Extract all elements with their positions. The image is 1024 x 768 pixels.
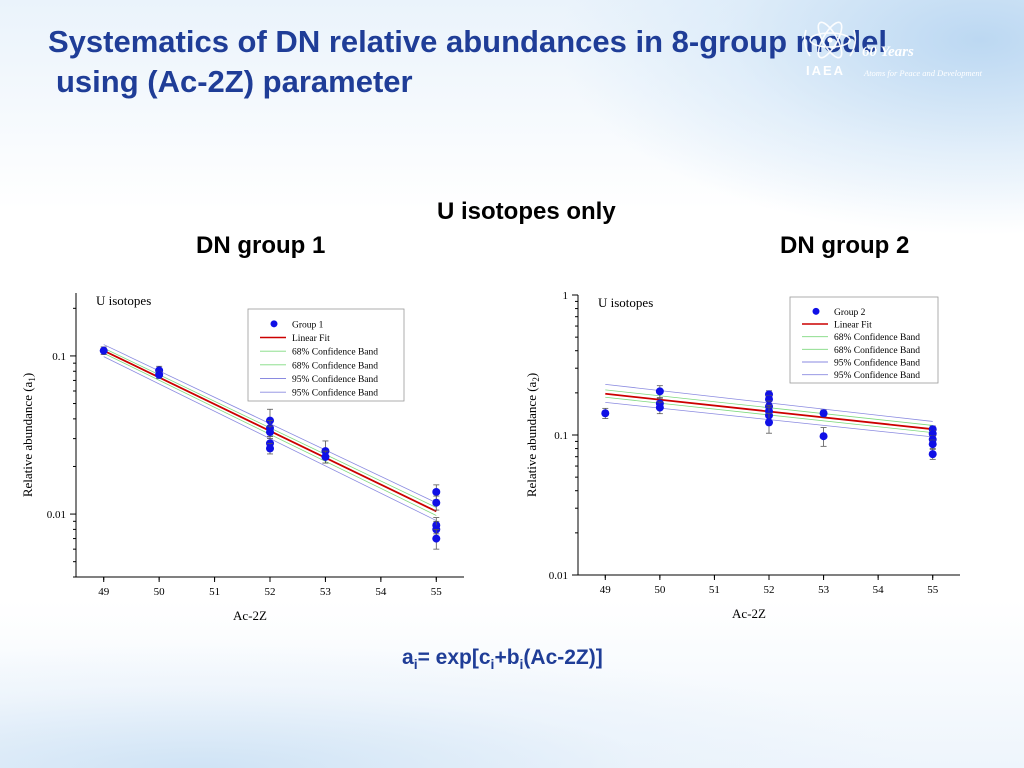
x-tick-label: 50 — [154, 586, 166, 598]
y-axis-label: Relative abundance (a1) — [20, 373, 37, 497]
chart-legend: Group 1 Linear Fit 68% Confidence Band 68% … — [247, 308, 405, 402]
formula-tail: (Ac-2Z)] — [523, 646, 603, 669]
x-tick-label: 53 — [818, 584, 830, 596]
x-axis-label: Ac-2Z — [233, 608, 267, 623]
legend-label: 95% Confidence Band — [292, 374, 378, 385]
data-point — [266, 428, 274, 437]
legend-marker — [270, 320, 278, 328]
y-tick-label: 0.01 — [47, 509, 66, 521]
x-tick-label: 55 — [927, 584, 939, 596]
y-axis-label: Relative abundance (a2) — [524, 373, 541, 497]
data-point — [819, 409, 828, 418]
x-tick-label: 50 — [654, 584, 666, 596]
heading-dn-group-2: DN group 2 — [780, 232, 910, 259]
legend-label: 68% Confidence Band — [292, 347, 378, 358]
legend-label: Linear Fit — [834, 321, 872, 331]
y-tick-label: 0.1 — [554, 430, 568, 442]
title-line-2: using (Ac-2Z) parameter — [56, 64, 413, 99]
formula: ai= exp[ci+bi(Ac-2Z)] — [402, 646, 603, 672]
formula-plus: +b — [494, 646, 520, 669]
logo-tagline: Atoms for Peace and Development — [864, 68, 983, 78]
formula-sub-2: i — [490, 656, 495, 673]
x-tick-label: 49 — [600, 584, 612, 596]
title-line-1: Systematics of DN relative abundances in… — [48, 24, 887, 59]
logo-org: IAEA — [806, 63, 846, 78]
data-point — [601, 409, 610, 418]
y-tick-label: 1 — [563, 290, 569, 302]
heading-u-isotopes: U isotopes only — [437, 198, 616, 225]
x-tick-label: 51 — [709, 584, 720, 596]
data-point — [819, 432, 828, 441]
data-point — [99, 346, 108, 355]
legend-label: Group 1 — [292, 320, 324, 330]
legend-label: 95% Confidence Band — [834, 358, 920, 369]
x-tick-label: 52 — [265, 586, 276, 598]
chart-annotation: U isotopes — [96, 293, 151, 308]
legend-label: Group 2 — [834, 308, 866, 318]
chart-group-1: 0.1 0.01 49 50 51 52 53 54 55 Ac-2Z Relative abund… — [20, 293, 464, 623]
data-point — [155, 370, 164, 379]
legend-label: 68% Confidence Band — [834, 345, 920, 356]
formula-a: a — [402, 646, 414, 669]
x-tick-label: 54 — [375, 586, 387, 598]
formula-eq: = exp[c — [417, 646, 491, 669]
heading-dn-group-1: DN group 1 — [196, 232, 326, 259]
legend-marker — [812, 307, 820, 315]
data-point — [321, 452, 330, 461]
legend-label: 95% Confidence Band — [834, 370, 920, 381]
data-point — [432, 498, 441, 507]
data-point — [655, 387, 664, 396]
slide-title: Systematics of DN relative abundances in… — [48, 22, 988, 102]
x-tick-label: 54 — [873, 584, 885, 596]
x-tick-label: 53 — [320, 586, 332, 598]
formula-sub-3: i — [519, 656, 524, 673]
data-point — [266, 444, 274, 453]
iaea-logo-icon — [803, 21, 857, 59]
data-point — [928, 440, 937, 449]
legend-label: 68% Confidence Band — [292, 360, 378, 371]
formula-sub-1: i — [413, 656, 418, 673]
chart-annotation: U isotopes — [598, 295, 653, 310]
logo-years: 60 Years — [862, 44, 914, 60]
data-point — [432, 487, 441, 496]
x-axis-label: Ac-2Z — [732, 606, 766, 621]
data-point — [765, 418, 773, 427]
legend-label: 68% Confidence Band — [834, 332, 920, 343]
legend-label: Linear Fit — [292, 334, 330, 344]
x-tick-label: 55 — [431, 586, 443, 598]
chart-group-2: 1 0.1 0.01 49 50 51 52 53 54 55 Ac-2Z Relative abun… — [524, 290, 960, 621]
x-tick-label: 49 — [98, 586, 110, 598]
data-point — [928, 450, 937, 459]
x-tick-label: 51 — [209, 586, 220, 598]
legend-label: 95% Confidence Band — [292, 388, 378, 399]
y-tick-label: 0.01 — [549, 570, 568, 582]
data-point — [432, 534, 441, 543]
data-point — [655, 403, 664, 412]
x-tick-label: 52 — [764, 584, 775, 596]
y-tick-label: 0.1 — [52, 351, 66, 363]
